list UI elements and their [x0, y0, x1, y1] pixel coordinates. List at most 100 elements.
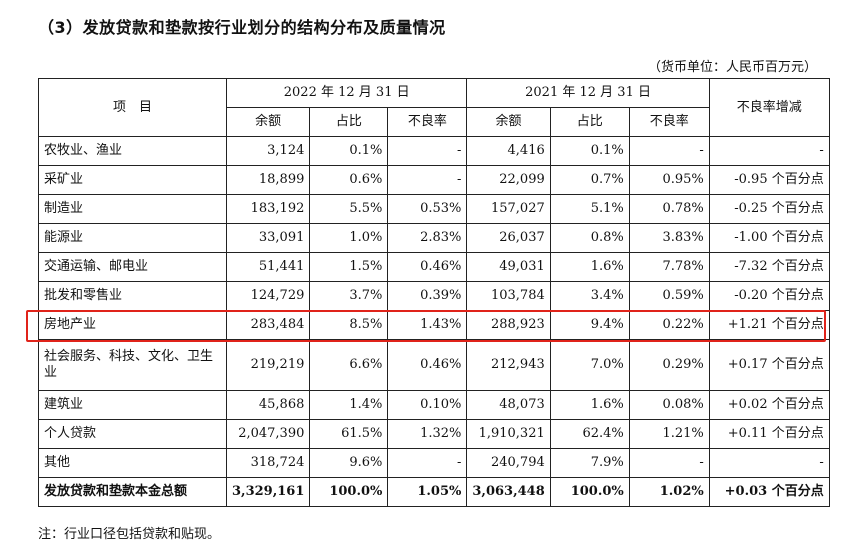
balance-2021: 157,027 — [466, 194, 551, 224]
balance-2021: 26,037 — [466, 223, 551, 253]
share-2022: 1.4% — [309, 390, 389, 420]
npl-2022: 0.10% — [387, 390, 468, 420]
header-item: 项 目 — [38, 78, 227, 137]
npl-2022: 1.32% — [387, 419, 468, 449]
header-balance-2021: 余额 — [466, 107, 551, 137]
row-name: 社会服务、科技、文化、卫生业 — [38, 339, 227, 391]
npl-2021: 7.78% — [628, 252, 710, 282]
table-row: 交通运输、邮电业 51,441 1.5% 0.46% 49,031 1.6% 7… — [38, 252, 830, 282]
table-row: 农牧业、渔业 3,124 0.1% - 4,416 0.1% - - — [38, 136, 830, 166]
balance-2021: 48,073 — [466, 390, 551, 420]
loan-industry-table: 项 目 2022 年 12 月 31 日 2021 年 12 月 31 日 不良… — [38, 78, 830, 507]
npl-2021: 0.29% — [628, 339, 710, 391]
total-npl-2022: 1.05% — [387, 477, 468, 507]
share-2021: 7.9% — [549, 448, 630, 478]
row-name: 建筑业 — [38, 390, 227, 420]
balance-2021: 103,784 — [466, 281, 551, 311]
table-row: 社会服务、科技、文化、卫生业 219,219 6.6% 0.46% 212,94… — [38, 339, 830, 391]
row-name: 制造业 — [38, 194, 227, 224]
row-name: 个人贷款 — [38, 419, 227, 449]
share-2022: 61.5% — [309, 419, 389, 449]
header-share-2021: 占比 — [549, 107, 630, 137]
share-2022: 3.7% — [309, 281, 389, 311]
total-npl-change: +0.03 个百分点 — [708, 477, 830, 507]
npl-2022: - — [387, 165, 468, 195]
npl-change: - — [708, 448, 830, 478]
npl-2021: 0.22% — [628, 310, 710, 340]
balance-2021: 49,031 — [466, 252, 551, 282]
share-2022: 1.0% — [309, 223, 389, 253]
header-period-2021: 2021 年 12 月 31 日 — [466, 78, 710, 108]
total-share-2021: 100.0% — [549, 477, 630, 507]
npl-2022: 0.39% — [387, 281, 468, 311]
balance-2022: 219,219 — [225, 339, 311, 391]
total-row: 发放贷款和垫款本金总额 3,329,161 100.0% 1.05% 3,063… — [38, 477, 830, 507]
npl-2021: 0.08% — [628, 390, 710, 420]
npl-2022: - — [387, 136, 468, 166]
header-balance-2022: 余额 — [225, 107, 311, 137]
row-name: 采矿业 — [38, 165, 227, 195]
balance-2021: 240,794 — [466, 448, 551, 478]
balance-2022: 33,091 — [225, 223, 311, 253]
balance-2021: 1,910,321 — [466, 419, 551, 449]
share-2021: 0.7% — [549, 165, 630, 195]
share-2022: 8.5% — [309, 310, 389, 340]
npl-change: -0.25 个百分点 — [708, 194, 830, 224]
share-2021: 0.8% — [549, 223, 630, 253]
share-2021: 9.4% — [549, 310, 630, 340]
footnote: 注：行业口径包括贷款和贴现。 — [38, 527, 221, 542]
table-row: 其他 318,724 9.6% - 240,794 7.9% - - — [38, 448, 830, 478]
npl-change: -1.00 个百分点 — [708, 223, 830, 253]
npl-2022: - — [387, 448, 468, 478]
total-balance-2021: 3,063,448 — [466, 477, 551, 507]
npl-2021: 0.59% — [628, 281, 710, 311]
balance-2021: 22,099 — [466, 165, 551, 195]
share-2022: 0.1% — [309, 136, 389, 166]
balance-2022: 3,124 — [225, 136, 311, 166]
npl-2022: 0.53% — [387, 194, 468, 224]
header-npl-2022: 不良率 — [387, 107, 468, 137]
table-row: 能源业 33,091 1.0% 2.83% 26,037 0.8% 3.83% … — [38, 223, 830, 253]
table-row: 建筑业 45,868 1.4% 0.10% 48,073 1.6% 0.08% … — [38, 390, 830, 420]
share-2021: 62.4% — [549, 419, 630, 449]
header-npl-2021: 不良率 — [628, 107, 710, 137]
npl-2021: - — [628, 448, 710, 478]
balance-2022: 318,724 — [225, 448, 311, 478]
npl-change: +0.02 个百分点 — [708, 390, 830, 420]
share-2021: 1.6% — [549, 252, 630, 282]
total-balance-2022: 3,329,161 — [225, 477, 311, 507]
total-name: 发放贷款和垫款本金总额 — [38, 477, 227, 507]
share-2022: 1.5% — [309, 252, 389, 282]
share-2022: 0.6% — [309, 165, 389, 195]
share-2022: 5.5% — [309, 194, 389, 224]
npl-2021: 1.21% — [628, 419, 710, 449]
table-row: 制造业 183,192 5.5% 0.53% 157,027 5.1% 0.78… — [38, 194, 830, 224]
row-name: 交通运输、邮电业 — [38, 252, 227, 282]
share-2021: 1.6% — [549, 390, 630, 420]
npl-change: +1.21 个百分点 — [708, 310, 830, 340]
balance-2022: 183,192 — [225, 194, 311, 224]
table-row: 采矿业 18,899 0.6% - 22,099 0.7% 0.95% -0.9… — [38, 165, 830, 195]
share-2021: 7.0% — [549, 339, 630, 391]
npl-2021: 0.78% — [628, 194, 710, 224]
total-share-2022: 100.0% — [309, 477, 389, 507]
share-2021: 5.1% — [549, 194, 630, 224]
npl-2022: 0.46% — [387, 339, 468, 391]
table-row: 个人贷款 2,047,390 61.5% 1.32% 1,910,321 62.… — [38, 419, 830, 449]
npl-change: - — [708, 136, 830, 166]
balance-2022: 51,441 — [225, 252, 311, 282]
share-2021: 3.4% — [549, 281, 630, 311]
header-npl-change: 不良率增减 — [708, 78, 830, 137]
total-npl-2021: 1.02% — [628, 477, 710, 507]
npl-change: -0.20 个百分点 — [708, 281, 830, 311]
row-name: 能源业 — [38, 223, 227, 253]
row-name: 其他 — [38, 448, 227, 478]
row-name: 批发和零售业 — [38, 281, 227, 311]
balance-2022: 2,047,390 — [225, 419, 311, 449]
table-title: （3）发放贷款和垫款按行业划分的结构分布及质量情况 — [38, 18, 446, 37]
npl-2021: 3.83% — [628, 223, 710, 253]
share-2021: 0.1% — [549, 136, 630, 166]
share-2022: 9.6% — [309, 448, 389, 478]
npl-2022: 1.43% — [387, 310, 468, 340]
table-row: 批发和零售业 124,729 3.7% 0.39% 103,784 3.4% 0… — [38, 281, 830, 311]
